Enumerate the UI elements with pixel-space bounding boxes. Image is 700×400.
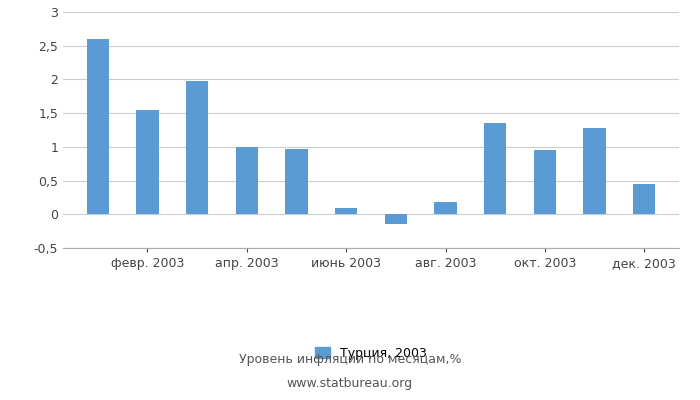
- Bar: [633, 184, 655, 214]
- Bar: [484, 123, 506, 214]
- Bar: [186, 81, 209, 214]
- Legend: Турция, 2003: Турция, 2003: [315, 347, 427, 360]
- Bar: [533, 150, 556, 214]
- Bar: [286, 149, 308, 214]
- Bar: [385, 214, 407, 224]
- Bar: [335, 208, 357, 214]
- Bar: [136, 110, 159, 214]
- Bar: [583, 128, 606, 214]
- Bar: [434, 202, 456, 214]
- Bar: [87, 39, 109, 214]
- Bar: [236, 147, 258, 214]
- Text: www.statbureau.org: www.statbureau.org: [287, 378, 413, 390]
- Text: Уровень инфляции по месяцам,%: Уровень инфляции по месяцам,%: [239, 354, 461, 366]
